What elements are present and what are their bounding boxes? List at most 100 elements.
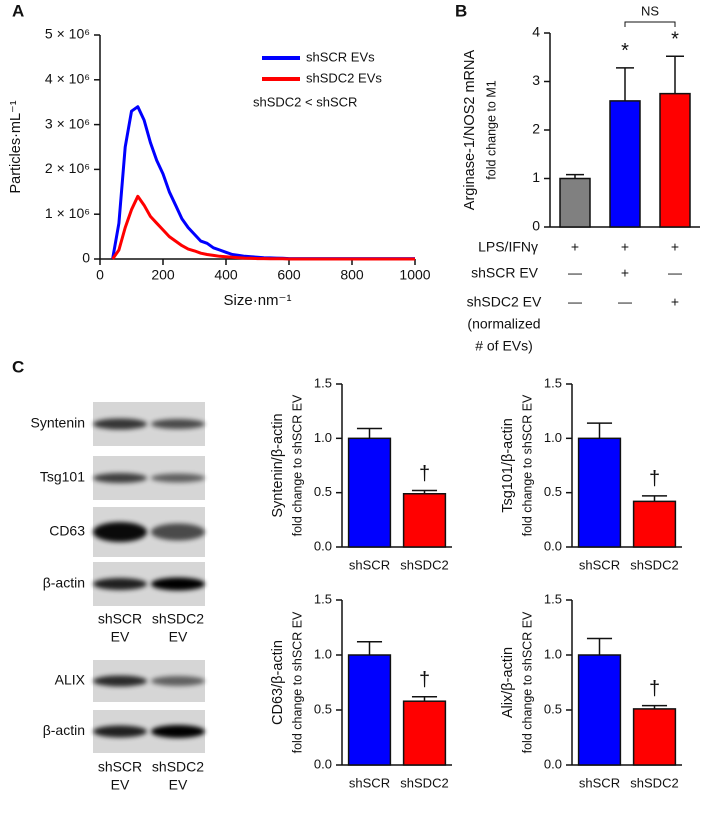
y-axis-label: fold change to M1 <box>484 80 498 179</box>
blot-band <box>151 473 205 483</box>
y-tick-label: 1.0 <box>314 430 332 445</box>
blot-row-label: Tsg101 <box>40 469 85 485</box>
x-tick-label: shSCR <box>349 557 390 572</box>
x-tick-label: 0 <box>96 267 104 283</box>
y-tick-label: 1 × 10⁶ <box>45 205 90 221</box>
comparison-bracket <box>624 21 676 27</box>
x-tick-label: 400 <box>214 267 238 283</box>
y-tick-label: 1.0 <box>544 646 562 661</box>
condition-mark: — <box>618 294 632 310</box>
series-line <box>111 194 415 261</box>
panel-label: B <box>455 1 467 20</box>
bar <box>347 437 392 548</box>
y-axis-label: Arginase-1/NOS2 mRNA <box>462 49 478 210</box>
x-tick-label: 800 <box>340 267 364 283</box>
y-tick-label: 0.0 <box>544 756 562 771</box>
panel-label: A <box>12 1 24 20</box>
x-tick-label: shSDC2 <box>630 775 678 790</box>
bar <box>402 493 447 548</box>
x-tick-label: shSCR <box>349 775 390 790</box>
blot-row-label: ALIX <box>55 672 86 688</box>
y-tick-label: 1.5 <box>544 591 562 606</box>
condition-mark: — <box>568 294 582 310</box>
condition-mark: + <box>621 239 629 255</box>
blot-row-label: β-actin <box>43 575 85 591</box>
significance-marker: † <box>419 463 430 485</box>
y-tick-label: 0.5 <box>544 701 562 716</box>
bar <box>659 92 691 228</box>
comparison-label: NS <box>641 3 659 18</box>
condition-label: (normalized <box>467 316 540 332</box>
blot-band <box>93 522 147 542</box>
blot-band <box>93 418 147 430</box>
blot-row-label: Syntenin <box>31 415 85 431</box>
y-tick-label: 0.5 <box>314 701 332 716</box>
x-tick-label: shSDC2 <box>400 557 448 572</box>
significance-marker: † <box>649 468 660 490</box>
y-axis-label: Syntenin/β-actin <box>270 413 286 517</box>
condition-mark: + <box>671 239 679 255</box>
blot-lane-label: EV <box>111 629 130 645</box>
y-tick-label: 0 <box>82 250 90 266</box>
y-tick-label: 1.0 <box>544 430 562 445</box>
y-tick-label: 0.0 <box>544 538 562 553</box>
blot-lane-label: shSDC2 <box>152 611 204 627</box>
bar <box>632 500 677 548</box>
condition-label: LPS/IFNγ <box>478 239 538 255</box>
y-tick-label: 4 <box>532 24 540 40</box>
x-tick-label: 200 <box>151 267 175 283</box>
y-tick-label: 1.0 <box>314 646 332 661</box>
blot-lane-label: EV <box>111 777 130 793</box>
annotation: shSDC2 < shSCR <box>253 94 357 109</box>
y-axis-label: Particles·mL⁻¹ <box>8 100 24 193</box>
blot-lane-label: shSCR <box>98 759 142 775</box>
x-tick-label: 1000 <box>399 267 430 283</box>
blot-lane-label: shSDC2 <box>152 759 204 775</box>
condition-label: shSDC2 EV <box>467 294 542 310</box>
bar <box>632 708 677 766</box>
blot-band <box>93 578 147 590</box>
x-tick-label: shSDC2 <box>400 775 448 790</box>
significance-marker: * <box>621 40 629 62</box>
y-tick-label: 2 × 10⁶ <box>45 160 90 176</box>
y-tick-label: 3 × 10⁶ <box>45 115 90 131</box>
blot-band <box>93 675 147 687</box>
condition-mark: + <box>621 265 629 281</box>
bar <box>577 437 622 548</box>
y-tick-label: 0.5 <box>314 484 332 499</box>
blot-band <box>151 725 205 738</box>
y-axis-label: fold change to shSCR EV <box>520 611 534 753</box>
blot-band <box>151 419 205 429</box>
bar <box>347 654 392 766</box>
condition-mark: — <box>568 265 582 281</box>
blot-row-label: CD63 <box>49 523 85 539</box>
y-tick-label: 1.5 <box>314 591 332 606</box>
significance-marker: † <box>649 678 660 700</box>
panel-label: C <box>12 357 24 376</box>
bar <box>577 654 622 766</box>
y-axis-label: Tsg101/β-actin <box>500 418 516 513</box>
x-tick-label: shSDC2 <box>630 557 678 572</box>
y-tick-label: 0.5 <box>544 484 562 499</box>
condition-label: # of EVs) <box>475 338 533 354</box>
y-axis-label: fold change to shSCR EV <box>290 394 304 536</box>
y-tick-label: 0.0 <box>314 538 332 553</box>
x-axis-label: Size·nm⁻¹ <box>224 292 292 309</box>
blot-band <box>151 676 205 686</box>
blot-lane-label: shSCR <box>98 611 142 627</box>
bar <box>402 700 447 766</box>
y-tick-label: 4 × 10⁶ <box>45 71 90 87</box>
y-tick-label: 0 <box>532 218 540 234</box>
series-line <box>111 105 415 261</box>
blot-row-label: β-actin <box>43 722 85 738</box>
x-tick-label: 600 <box>277 267 301 283</box>
y-tick-label: 3 <box>532 72 540 88</box>
y-axis-label: fold change to shSCR EV <box>290 611 304 753</box>
significance-marker: * <box>671 29 679 51</box>
condition-mark: + <box>671 294 679 310</box>
significance-marker: † <box>419 669 430 691</box>
blot-band <box>151 577 205 591</box>
condition-mark: + <box>571 239 579 255</box>
